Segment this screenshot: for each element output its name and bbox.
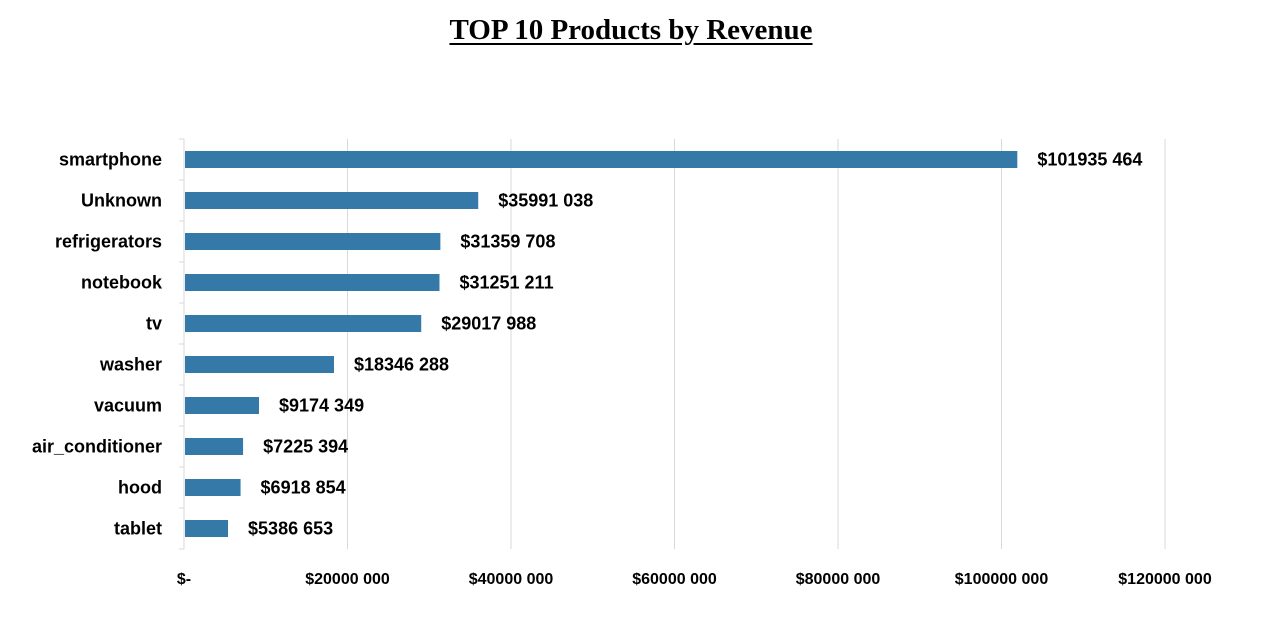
- category-label: Unknown: [81, 191, 162, 211]
- category-label: vacuum: [94, 396, 162, 416]
- chart-title: TOP 10 Products by Revenue: [449, 14, 813, 46]
- data-labels: $101935 464 $35991 038 $31359 708 $31251 21…: [248, 150, 1142, 539]
- data-label: $31359 708: [460, 232, 555, 252]
- data-label: $101935 464: [1037, 150, 1142, 170]
- x-tick-label: $60000 000: [632, 571, 717, 588]
- bar-tablet: [185, 520, 229, 537]
- data-label: $29017 988: [441, 314, 536, 334]
- x-tick-label: $40000 000: [469, 571, 554, 588]
- x-tick-label: $120000 000: [1118, 571, 1212, 588]
- x-tick-label: $100000 000: [955, 571, 1049, 588]
- category-label: hood: [118, 478, 162, 498]
- category-labels: smartphone Unknown refrigerators notebook tv…: [32, 150, 163, 539]
- data-label: $6918 854: [261, 478, 346, 498]
- bar-notebook: [185, 274, 440, 291]
- bar-unknown: [185, 192, 479, 209]
- data-label: $31251 211: [459, 273, 553, 293]
- category-label: air_conditioner: [32, 437, 162, 457]
- x-tick-label: $80000 000: [796, 571, 881, 588]
- data-label: $35991 038: [498, 191, 593, 211]
- axes: [179, 138, 185, 550]
- bar-smartphone: [185, 151, 1018, 168]
- bar-tv: [185, 315, 422, 332]
- bar-air-conditioner: [185, 438, 244, 455]
- bar-hood: [185, 479, 241, 496]
- data-label: $9174 349: [279, 396, 364, 416]
- category-label: smartphone: [59, 150, 162, 170]
- bar-washer: [185, 356, 334, 373]
- category-label: tv: [146, 314, 162, 334]
- data-label: $18346 288: [354, 355, 449, 375]
- x-tick-label: $-: [177, 571, 191, 588]
- x-tick-label: $20000 000: [305, 571, 390, 588]
- bars: [185, 151, 1018, 537]
- category-label: washer: [99, 355, 162, 375]
- bar-refrigerators: [185, 233, 441, 250]
- bar-vacuum: [185, 397, 260, 414]
- category-label: notebook: [81, 273, 163, 293]
- data-label: $7225 394: [263, 437, 348, 457]
- category-label: refrigerators: [55, 232, 162, 252]
- x-tick-labels: $- $20000 000 $40000 000 $60000 000 $80000 0…: [177, 571, 1212, 588]
- category-label: tablet: [114, 519, 162, 539]
- data-label: $5386 653: [248, 519, 333, 539]
